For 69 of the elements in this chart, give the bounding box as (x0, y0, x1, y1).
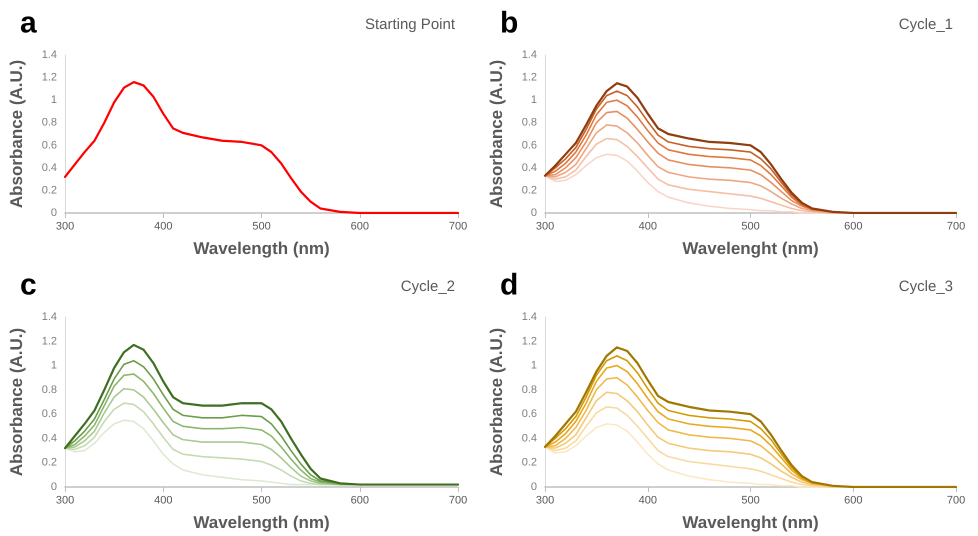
y-tick-label: 0.8 (42, 116, 57, 129)
x-tick-label: 500 (741, 220, 760, 232)
x-tick-label: 700 (448, 494, 468, 506)
y-tick-label: 0.2 (522, 184, 537, 196)
y-tick-label: 0.6 (522, 139, 537, 152)
x-tick-label: 300 (536, 494, 554, 506)
y-tick-label: 0 (530, 481, 537, 493)
y-tick-label: 1 (530, 360, 537, 372)
text: a (20, 6, 37, 40)
x-tick-label: 700 (946, 220, 966, 232)
x-tick-label: 600 (844, 220, 862, 232)
y-tick-label: 1 (530, 94, 537, 106)
y-tick-label: 0.4 (42, 432, 57, 444)
chart-title: Starting Point (364, 16, 456, 33)
y-tick-label: 0.4 (522, 432, 537, 444)
y-tick-label: 0.2 (42, 456, 57, 469)
y-axis-title: Absorbance (A.U.) (7, 60, 26, 208)
text: d (500, 268, 518, 302)
y-tick-label: 1.4 (42, 311, 57, 323)
chart-title: Cycle_3 (898, 278, 954, 295)
y-tick-label: 0.8 (42, 384, 57, 396)
x-tick-label: 300 (56, 220, 74, 232)
line-series (64, 80, 460, 214)
y-tick-label: 1.4 (42, 49, 57, 61)
y-tick-label: 0.6 (42, 408, 57, 420)
chart-title: Cycle_2 (400, 278, 456, 295)
y-axis-title: Absorbance (A.U.) (487, 328, 506, 476)
y-tick-label: 1 (50, 360, 57, 372)
y-tick-label: 0 (50, 481, 57, 493)
x-tick-label: 300 (536, 220, 554, 232)
y-tick-label: 1.2 (42, 335, 57, 348)
y-tick-label: 0.6 (522, 408, 537, 420)
x-tick-label: 500 (252, 220, 271, 232)
y-axis-title: Absorbance (A.U.) (7, 328, 26, 476)
x-axis-title: Wavelength (nm) (193, 513, 330, 532)
y-tick-label: 1.2 (522, 72, 537, 84)
y-tick-label: 1.2 (42, 72, 57, 84)
x-tick-label: 400 (638, 220, 657, 232)
x-tick-label: 300 (56, 494, 74, 506)
chart-title: Cycle_1 (898, 16, 954, 33)
y-axis-title: Absorbance (A.U.) (487, 60, 506, 208)
y-tick-label: 0.8 (522, 384, 537, 396)
x-tick-label: 600 (844, 494, 862, 506)
x-tick-label: 600 (350, 220, 369, 232)
x-tick-label: 400 (638, 494, 657, 506)
x-tick-label: 500 (741, 494, 760, 506)
x-axis-title: Wavelength (nm) (193, 239, 330, 258)
y-tick-label: 1.2 (522, 335, 537, 348)
y-tick-label: 0.8 (522, 116, 537, 129)
y-tick-label: 1.4 (522, 311, 537, 323)
x-tick-label: 700 (448, 220, 468, 232)
y-tick-label: 1 (50, 94, 57, 106)
y-tick-label: 0.4 (42, 162, 57, 174)
x-tick-label: 400 (154, 494, 172, 506)
x-tick-label: 500 (252, 494, 271, 506)
y-tick-label: 0 (530, 207, 537, 219)
text: c (20, 268, 37, 302)
x-tick-label: 400 (154, 220, 172, 232)
x-axis-title: Wavelenght (nm) (682, 513, 819, 532)
y-tick-label: 1.4 (522, 49, 537, 61)
text: b (500, 6, 518, 40)
y-tick-label: 0 (50, 207, 57, 219)
x-axis-title: Wavelenght (nm) (682, 239, 819, 258)
y-tick-label: 0.2 (42, 184, 57, 196)
x-tick-label: 600 (350, 494, 369, 506)
y-tick-label: 0.2 (522, 456, 537, 469)
x-tick-label: 700 (946, 494, 966, 506)
y-tick-label: 0.6 (42, 139, 57, 152)
y-tick-label: 0.4 (522, 162, 537, 174)
